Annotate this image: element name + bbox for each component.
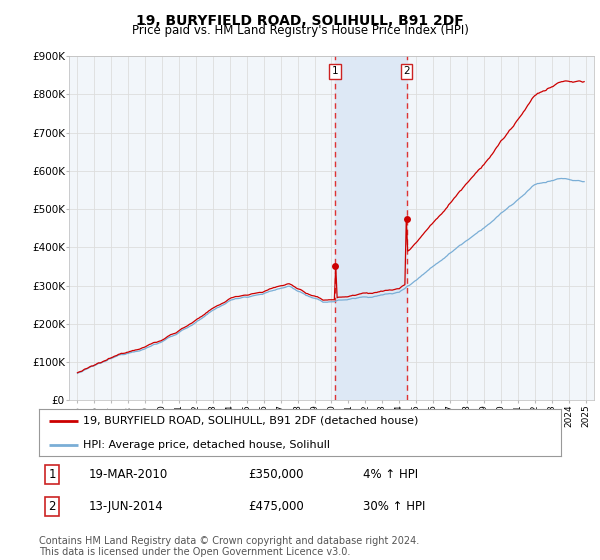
Text: 19, BURYFIELD ROAD, SOLIHULL, B91 2DF (detached house): 19, BURYFIELD ROAD, SOLIHULL, B91 2DF (d… bbox=[83, 416, 419, 426]
Text: 2: 2 bbox=[404, 67, 410, 77]
Text: 1: 1 bbox=[332, 67, 338, 77]
Text: Price paid vs. HM Land Registry's House Price Index (HPI): Price paid vs. HM Land Registry's House … bbox=[131, 24, 469, 37]
Text: £350,000: £350,000 bbox=[248, 468, 304, 482]
Text: 13-JUN-2014: 13-JUN-2014 bbox=[89, 500, 163, 512]
Text: 2: 2 bbox=[48, 500, 56, 512]
Text: 4% ↑ HPI: 4% ↑ HPI bbox=[362, 468, 418, 482]
Text: 19-MAR-2010: 19-MAR-2010 bbox=[89, 468, 168, 482]
Text: 1: 1 bbox=[48, 468, 56, 482]
Text: HPI: Average price, detached house, Solihull: HPI: Average price, detached house, Soli… bbox=[83, 440, 331, 450]
Text: £475,000: £475,000 bbox=[248, 500, 304, 512]
Text: 30% ↑ HPI: 30% ↑ HPI bbox=[362, 500, 425, 512]
Text: 19, BURYFIELD ROAD, SOLIHULL, B91 2DF: 19, BURYFIELD ROAD, SOLIHULL, B91 2DF bbox=[136, 14, 464, 28]
Bar bbox=[335, 56, 407, 400]
Text: Contains HM Land Registry data © Crown copyright and database right 2024.
This d: Contains HM Land Registry data © Crown c… bbox=[39, 535, 419, 557]
